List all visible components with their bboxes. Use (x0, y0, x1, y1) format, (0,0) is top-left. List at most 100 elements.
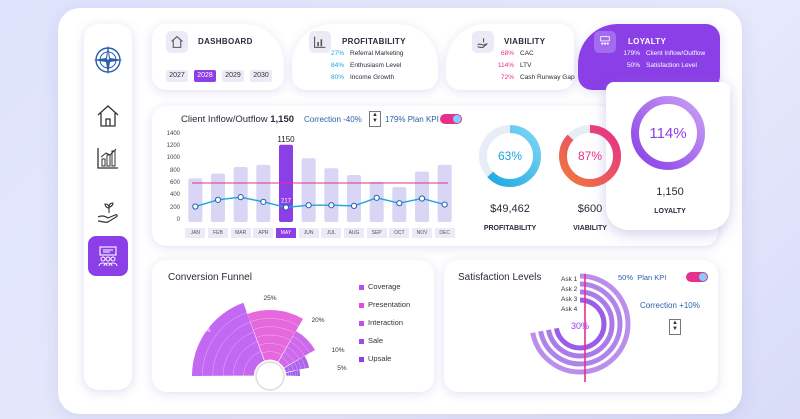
satisfaction-arc[interactable] (545, 289, 615, 359)
hand-plant-icon (472, 31, 494, 53)
y-tick: 800 (169, 168, 180, 174)
ask-label: Ask 3 (561, 296, 578, 303)
funnel-segment[interactable] (192, 302, 265, 376)
month-apr[interactable]: APR (253, 228, 274, 238)
loyalty-ring (631, 96, 705, 170)
satisfaction-arc[interactable] (529, 273, 631, 375)
correction-stepper[interactable]: ▲ ▼ (369, 111, 381, 127)
profitability-title: PROFITABILITY (342, 37, 406, 46)
profitability-row: 84% Enthusiasm Level (330, 62, 402, 69)
line-point (396, 200, 403, 207)
month-mar[interactable]: MAR (230, 228, 251, 238)
month-nov[interactable]: NOV (412, 228, 432, 238)
legend-swatch (359, 284, 364, 290)
viability-row: 114% LTV (497, 62, 532, 69)
home-icon[interactable] (88, 96, 128, 136)
profitability-ring (479, 125, 541, 187)
y-tick: 200 (169, 205, 180, 211)
month-dec[interactable]: DEC (434, 228, 455, 238)
line-point (418, 195, 426, 202)
line-point (305, 202, 312, 209)
sidebar (84, 24, 132, 390)
y-tick: 600 (169, 180, 180, 186)
loyalty-title: LOYALTY (628, 37, 667, 46)
funnel-segment[interactable] (283, 356, 310, 373)
viability-card (446, 24, 574, 90)
month-feb[interactable]: FEB (208, 228, 228, 238)
year-2028[interactable]: 2028 (194, 70, 216, 82)
viability-value: $600 (577, 203, 603, 215)
funnel-legend-item[interactable]: Upsale (359, 354, 391, 363)
funnel-percent-label: 25% (263, 295, 276, 302)
line-point (441, 201, 448, 208)
users-icon[interactable] (88, 236, 128, 276)
satisfaction-title: Satisfaction Levels (458, 272, 542, 283)
satisfaction-plan-toggle[interactable] (686, 272, 708, 282)
compass-logo-icon[interactable] (88, 40, 128, 80)
profitability-label: PROFITABILITY (483, 225, 537, 232)
loyalty-ring-card[interactable] (606, 82, 730, 230)
legend-swatch (359, 338, 364, 344)
y-tick: 400 (169, 192, 180, 198)
ask-label: Ask 4 (561, 306, 578, 313)
loyalty-label: LOYALTY (654, 208, 686, 215)
dashboard-title: DASHBOARD (198, 37, 253, 46)
bar-sep[interactable] (369, 181, 384, 222)
loyalty-row: 50% Satisfaction Level (626, 62, 697, 69)
funnel-legend-item[interactable]: Presentation (359, 300, 410, 309)
line-point (260, 198, 267, 205)
month-aug[interactable]: AUG (344, 228, 364, 238)
line-point (373, 194, 380, 201)
line-point (192, 203, 199, 210)
satisfaction-correction: Correction +10% (640, 301, 700, 310)
bar-jul[interactable] (324, 168, 339, 222)
month-may[interactable]: MAY (276, 228, 296, 238)
bar-chart-icon[interactable] (88, 138, 128, 178)
ask-label: Ask 2 (561, 286, 578, 293)
hand-plant-icon[interactable] (88, 192, 128, 232)
viability-ring-percent: 87% (577, 149, 603, 163)
funnel-percent-label: 10% (331, 347, 344, 354)
loyalty-value: 1,150 (656, 186, 684, 198)
year-2027[interactable]: 2027 (166, 70, 188, 82)
inflow-plan: 179% Plan KPI (385, 115, 439, 124)
profitability-row: 80% Income Growth (330, 74, 395, 81)
funnel-legend-item[interactable]: Sale (359, 336, 383, 345)
inflow-correction: Correction -40% (304, 115, 362, 124)
plan-kpi-toggle[interactable] (440, 114, 462, 124)
funnel-segment[interactable] (278, 330, 316, 368)
inflow-chart: 1150 217 (188, 135, 452, 222)
month-sep[interactable]: SEP (366, 228, 387, 238)
funnel-segment[interactable] (247, 310, 303, 363)
month-jul[interactable]: JUL (321, 228, 342, 238)
satisfaction-arc[interactable] (553, 297, 607, 351)
bar-jan[interactable] (188, 178, 203, 222)
satisfaction-stepper[interactable]: ▲ ▼ (669, 319, 681, 335)
ask-label: Ask 1 (561, 276, 578, 283)
month-oct[interactable]: OCT (389, 228, 410, 238)
profitability-value: $49,462 (490, 203, 530, 215)
users-icon (594, 31, 616, 53)
bar-aug[interactable] (347, 175, 361, 222)
bar-apr[interactable] (256, 164, 271, 222)
funnel-title: Conversion Funnel (168, 272, 252, 283)
year-2030[interactable]: 2030 (250, 70, 272, 82)
funnel-percent-label: 5% (337, 365, 347, 372)
funnel-legend-item[interactable]: Interaction (359, 318, 403, 327)
viability-row: 72% Cash Runway Gap (500, 74, 575, 81)
year-2029[interactable]: 2029 (222, 70, 244, 82)
month-jan[interactable]: JAN (185, 228, 206, 238)
month-jun[interactable]: JUN (298, 228, 319, 238)
satisfaction-arc[interactable] (537, 281, 623, 367)
viability-label: VIABILITY (573, 225, 607, 232)
legend-swatch (359, 320, 364, 326)
y-tick: 1400 (166, 131, 180, 137)
legend-swatch (359, 356, 364, 362)
funnel-legend-item[interactable]: Coverage (359, 282, 401, 291)
viability-title: VIABILITY (504, 37, 546, 46)
bar-dec[interactable] (437, 164, 452, 222)
inflow-title: Client Inflow/Outflow 1,150 (181, 114, 295, 125)
funnel-chart: 40% 25% 20% 10% 5% (192, 293, 351, 391)
legend-swatch (359, 302, 364, 308)
home-icon (166, 31, 188, 53)
